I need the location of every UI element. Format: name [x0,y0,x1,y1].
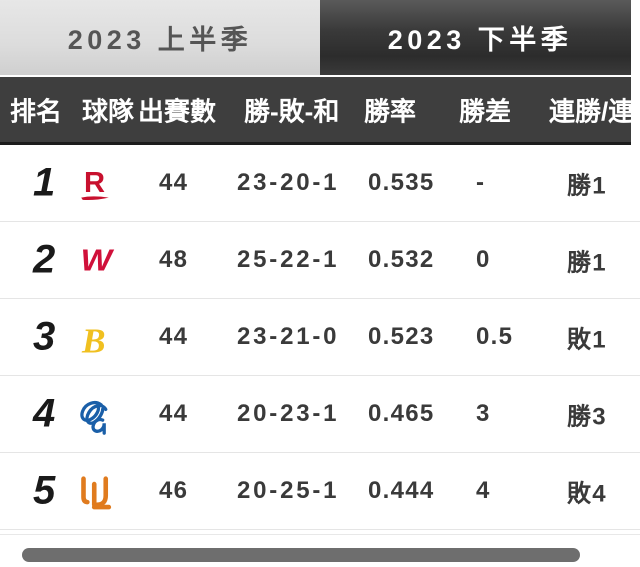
svg-text:W: W [81,243,115,278]
svg-text:R: R [84,167,106,199]
svg-text:B: B [81,321,107,360]
